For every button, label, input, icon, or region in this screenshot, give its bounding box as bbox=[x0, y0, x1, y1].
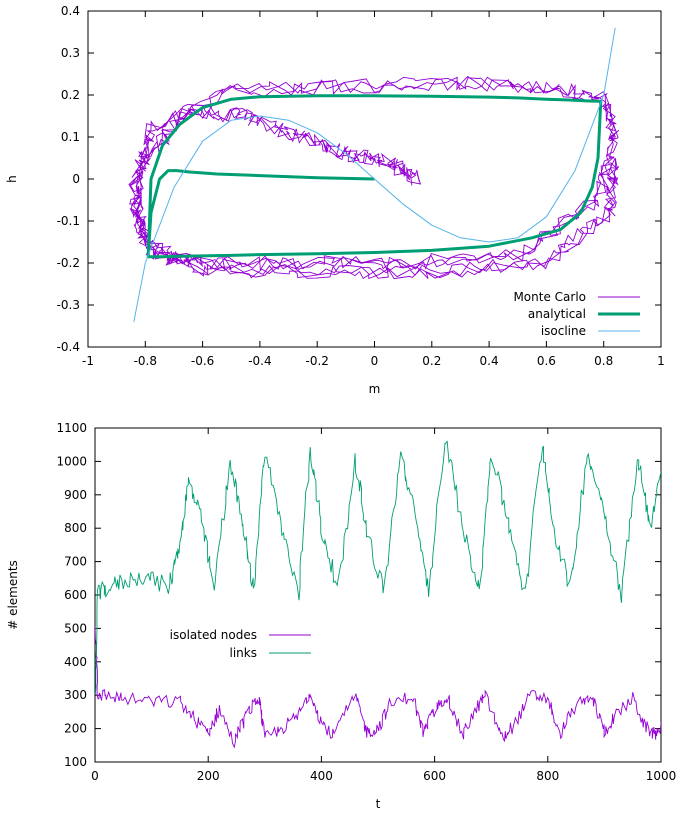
y-tick-label: -0.2 bbox=[57, 256, 80, 270]
y-axis-label: # elements bbox=[6, 560, 20, 630]
monte-carlo-line bbox=[128, 76, 620, 280]
y-tick-label: 0.3 bbox=[61, 46, 80, 60]
y-tick-label: -0.4 bbox=[57, 340, 80, 354]
x-tick-label: -0.2 bbox=[305, 354, 328, 368]
plot-area bbox=[95, 440, 661, 749]
x-tick-label: 800 bbox=[536, 769, 559, 783]
isolated-nodes-line bbox=[95, 625, 661, 749]
legend-label: links bbox=[230, 646, 257, 660]
x-tick-label: 0.8 bbox=[594, 354, 613, 368]
plot-area bbox=[128, 27, 620, 322]
x-tick-label: 600 bbox=[423, 769, 446, 783]
x-tick-label: 1 bbox=[657, 354, 665, 368]
x-tick-label: -1 bbox=[82, 354, 94, 368]
y-tick-label: 400 bbox=[64, 655, 87, 669]
isocline-line bbox=[133, 27, 616, 322]
legend-label: Monte Carlo bbox=[513, 290, 586, 304]
legend-label: analytical bbox=[528, 307, 586, 321]
y-tick-label: 100 bbox=[64, 755, 87, 769]
y-tick-label: -0.1 bbox=[57, 214, 80, 228]
x-tick-label: 0.2 bbox=[422, 354, 441, 368]
y-tick-label: 700 bbox=[64, 555, 87, 569]
x-tick-label: 1000 bbox=[646, 769, 677, 783]
y-tick-label: 0 bbox=[72, 172, 80, 186]
y-tick-label: 900 bbox=[64, 488, 87, 502]
monte-carlo-line bbox=[129, 75, 620, 280]
x-axis-label: t bbox=[376, 797, 381, 811]
x-tick-label: 0 bbox=[91, 769, 99, 783]
x-tick-label: 200 bbox=[197, 769, 220, 783]
y-tick-label: 600 bbox=[64, 588, 87, 602]
legend-label: isolated nodes bbox=[170, 628, 257, 642]
phase-plot: -1 -0.8 -0.6 -0.4 -0.2 0 0.2 0.4 0.6 0.8 1 -0.4 -0.3… bbox=[5, 4, 665, 396]
time-series-plot: 0 200 400 600 800 1000 100 200 300 400 500 600 700 80… bbox=[6, 421, 676, 811]
x-tick-label: 0 bbox=[371, 354, 379, 368]
y-tick-label: 200 bbox=[64, 722, 87, 736]
legend: isolated nodes links bbox=[170, 628, 311, 660]
plot-frame bbox=[94, 427, 662, 763]
y-tick-label: 0.4 bbox=[61, 4, 80, 18]
y-tick-label: 1100 bbox=[56, 421, 87, 435]
y-tick-label: 0.1 bbox=[61, 130, 80, 144]
x-tick-label: 0.4 bbox=[480, 354, 499, 368]
legend: Monte Carlo analytical isocline bbox=[513, 290, 640, 338]
links-line bbox=[95, 440, 661, 693]
x-tick-label: 400 bbox=[310, 769, 333, 783]
x-tick-label: -0.8 bbox=[134, 354, 157, 368]
x-tick-label: -0.6 bbox=[191, 354, 214, 368]
legend-label: isocline bbox=[541, 324, 586, 338]
y-tick-label: 1000 bbox=[56, 454, 87, 468]
y-axis-label: h bbox=[5, 175, 19, 183]
analytical-line bbox=[146, 94, 603, 259]
y-tick-label: 0.2 bbox=[61, 88, 80, 102]
y-tick-label: 300 bbox=[64, 688, 87, 702]
x-tick-label: -0.4 bbox=[248, 354, 271, 368]
y-tick-label: 500 bbox=[64, 621, 87, 635]
x-axis-label: m bbox=[369, 382, 381, 396]
x-tick-label: 0.6 bbox=[537, 354, 556, 368]
y-tick-label: -0.3 bbox=[57, 298, 80, 312]
y-tick-label: 800 bbox=[64, 521, 87, 535]
